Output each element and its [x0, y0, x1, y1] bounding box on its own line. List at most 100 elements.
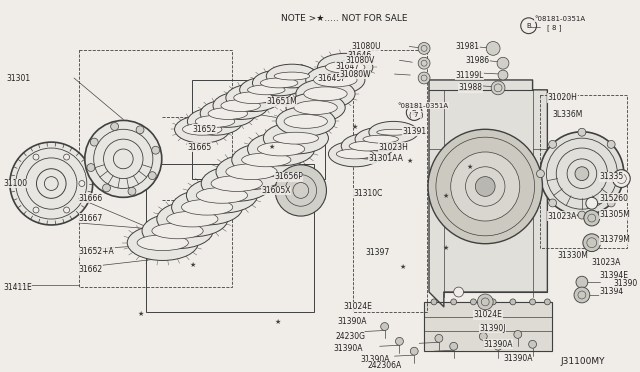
Circle shape — [148, 172, 156, 180]
Ellipse shape — [349, 141, 387, 151]
Ellipse shape — [127, 225, 198, 260]
Text: 31305M: 31305M — [600, 209, 630, 219]
Circle shape — [454, 287, 463, 297]
Text: 31080W: 31080W — [339, 70, 371, 78]
Circle shape — [152, 146, 159, 154]
Bar — [540, 95, 627, 248]
Text: 31391: 31391 — [403, 127, 426, 136]
Ellipse shape — [211, 176, 262, 192]
Ellipse shape — [195, 115, 235, 127]
Bar — [146, 164, 314, 312]
Text: 31310C: 31310C — [353, 189, 383, 198]
Circle shape — [514, 330, 522, 339]
Ellipse shape — [284, 115, 328, 128]
Text: B: B — [412, 109, 417, 116]
Circle shape — [10, 142, 93, 225]
Text: 31665: 31665 — [188, 142, 212, 151]
Text: 31390A: 31390A — [360, 355, 390, 363]
Ellipse shape — [196, 187, 248, 203]
Circle shape — [418, 72, 430, 84]
Text: 24230G: 24230G — [335, 332, 365, 341]
Circle shape — [381, 323, 388, 330]
Text: 31605X: 31605X — [261, 186, 291, 195]
Ellipse shape — [201, 166, 272, 201]
Circle shape — [451, 152, 520, 221]
Circle shape — [435, 334, 443, 342]
Text: 31647: 31647 — [335, 62, 360, 71]
Circle shape — [536, 170, 545, 177]
Circle shape — [548, 199, 557, 207]
Ellipse shape — [274, 72, 310, 80]
Text: 31301: 31301 — [7, 74, 31, 83]
Circle shape — [476, 177, 495, 196]
Text: 31301AA: 31301AA — [369, 154, 404, 163]
Text: ★: ★ — [443, 193, 449, 199]
Circle shape — [530, 299, 536, 305]
Text: 31390A: 31390A — [483, 340, 513, 349]
Circle shape — [33, 154, 39, 160]
Text: 31024E: 31024E — [474, 310, 502, 319]
Circle shape — [576, 276, 588, 288]
Circle shape — [111, 122, 118, 131]
Circle shape — [578, 211, 586, 219]
Ellipse shape — [188, 108, 243, 135]
Ellipse shape — [294, 101, 337, 115]
Text: °08181-0351A: °08181-0351A — [397, 103, 449, 109]
Ellipse shape — [540, 132, 624, 216]
Text: 31335: 31335 — [600, 172, 624, 181]
Text: J31100MY: J31100MY — [560, 356, 605, 366]
Ellipse shape — [328, 141, 381, 167]
Circle shape — [548, 141, 557, 148]
Circle shape — [33, 207, 39, 213]
Ellipse shape — [152, 223, 203, 239]
Circle shape — [607, 199, 615, 207]
Ellipse shape — [200, 100, 255, 127]
Text: 31394E: 31394E — [600, 271, 628, 280]
Ellipse shape — [208, 108, 248, 119]
Circle shape — [102, 184, 111, 192]
Ellipse shape — [260, 78, 298, 88]
Ellipse shape — [213, 92, 268, 119]
Ellipse shape — [142, 213, 213, 248]
Ellipse shape — [326, 61, 365, 73]
Text: 31390J: 31390J — [479, 324, 506, 333]
Text: 31667: 31667 — [79, 214, 103, 222]
Circle shape — [87, 164, 95, 171]
Ellipse shape — [314, 73, 357, 87]
Ellipse shape — [273, 132, 319, 144]
Circle shape — [578, 128, 586, 136]
Ellipse shape — [157, 201, 228, 237]
Text: ★: ★ — [467, 164, 472, 170]
Circle shape — [450, 342, 458, 350]
Circle shape — [90, 138, 98, 146]
Text: 31390A: 31390A — [503, 354, 532, 363]
Circle shape — [418, 42, 430, 54]
Text: 31981: 31981 — [456, 42, 479, 51]
Text: B: B — [526, 23, 531, 29]
Ellipse shape — [296, 79, 355, 109]
Circle shape — [79, 180, 85, 186]
Circle shape — [479, 333, 487, 340]
Circle shape — [63, 207, 70, 213]
Ellipse shape — [355, 127, 406, 151]
Text: 31379M: 31379M — [600, 235, 630, 244]
Text: 31390A: 31390A — [333, 344, 363, 353]
Text: [ 8 ]: [ 8 ] — [547, 24, 562, 31]
Ellipse shape — [304, 87, 347, 101]
Text: 31024E: 31024E — [343, 302, 372, 311]
Text: 31330M: 31330M — [557, 251, 588, 260]
Bar — [79, 50, 232, 287]
Ellipse shape — [234, 92, 273, 104]
Circle shape — [136, 126, 144, 134]
Text: 242306A: 242306A — [367, 362, 402, 371]
Text: 31645P: 31645P — [317, 74, 346, 83]
Circle shape — [584, 210, 600, 226]
Ellipse shape — [257, 142, 305, 156]
Ellipse shape — [186, 177, 257, 213]
Ellipse shape — [166, 211, 218, 227]
Circle shape — [428, 129, 543, 244]
Circle shape — [583, 234, 600, 251]
Text: 31023A: 31023A — [592, 258, 621, 267]
Polygon shape — [424, 302, 552, 351]
Circle shape — [494, 342, 502, 350]
